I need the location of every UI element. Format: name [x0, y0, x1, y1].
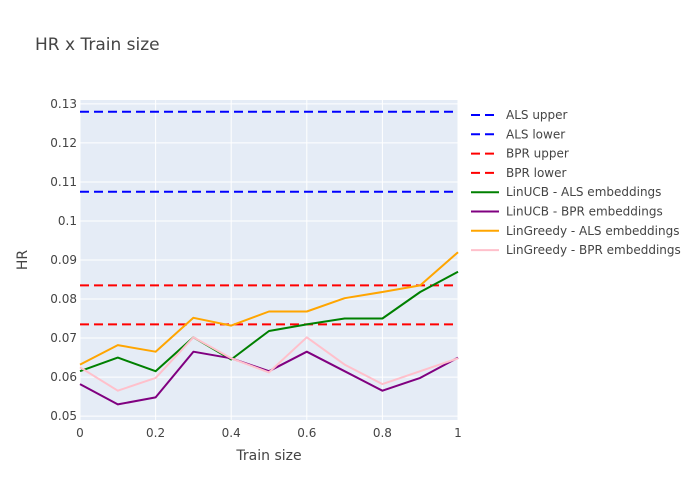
- x-axis-ticks: 0 0.2 0.4 0.6 0.8 1: [76, 426, 462, 440]
- legend-label: LinUCB - BPR embeddings: [506, 205, 663, 219]
- legend-item[interactable]: ALS lower: [471, 127, 565, 141]
- y-tick-label: 0.11: [50, 175, 77, 189]
- y-tick-label: 0.08: [50, 292, 77, 306]
- series-lines: [79, 110, 459, 406]
- y-tick-label: 0.13: [50, 97, 77, 111]
- x-tick-label: 1: [454, 426, 462, 440]
- legend-item[interactable]: ALS upper: [471, 108, 568, 122]
- series-line-5: [79, 270, 459, 373]
- legend-item[interactable]: BPR upper: [471, 147, 569, 161]
- legend-label: ALS lower: [506, 127, 565, 141]
- legend-label: BPR upper: [506, 147, 569, 161]
- legend-item[interactable]: LinGreedy - BPR embeddings: [471, 243, 681, 257]
- y-tick-label: 0.1: [58, 214, 77, 228]
- y-tick-label: 0.09: [50, 253, 77, 267]
- series-line-8: [79, 336, 459, 392]
- series-line-7: [79, 251, 459, 366]
- grid: [79, 100, 459, 420]
- x-tick-label: 0.4: [222, 426, 241, 440]
- chart-title: HR x Train size: [35, 35, 160, 55]
- x-tick-label: 0.8: [373, 426, 392, 440]
- x-tick-label: 0: [76, 426, 84, 440]
- y-axis-ticks: 0.05 0.06 0.07 0.08 0.09 0.1 0.11 0.12 0.13: [50, 97, 77, 423]
- y-tick-label: 0.07: [50, 331, 77, 345]
- y-axis-title: HR: [15, 250, 31, 271]
- legend-label: LinUCB - ALS embeddings: [506, 185, 661, 199]
- legend-item[interactable]: LinUCB - BPR embeddings: [471, 205, 663, 219]
- legend-label: ALS upper: [506, 108, 568, 122]
- x-tick-label: 0.2: [146, 426, 165, 440]
- legend-item[interactable]: LinUCB - ALS embeddings: [471, 185, 661, 199]
- x-axis-title: Train size: [235, 448, 301, 464]
- legend-item[interactable]: LinGreedy - ALS embeddings: [471, 224, 679, 238]
- y-tick-label: 0.06: [50, 370, 77, 384]
- y-tick-label: 0.12: [50, 136, 77, 150]
- legend-label: BPR lower: [506, 166, 566, 180]
- y-tick-label: 0.05: [50, 409, 77, 423]
- legend-label: LinGreedy - ALS embeddings: [506, 224, 679, 238]
- x-tick-label: 0.6: [297, 426, 316, 440]
- legend-item[interactable]: BPR lower: [471, 166, 566, 180]
- legend-label: LinGreedy - BPR embeddings: [506, 243, 681, 257]
- legend[interactable]: ALS upper ALS lower BPR upper BPR lower LinU…: [471, 108, 681, 257]
